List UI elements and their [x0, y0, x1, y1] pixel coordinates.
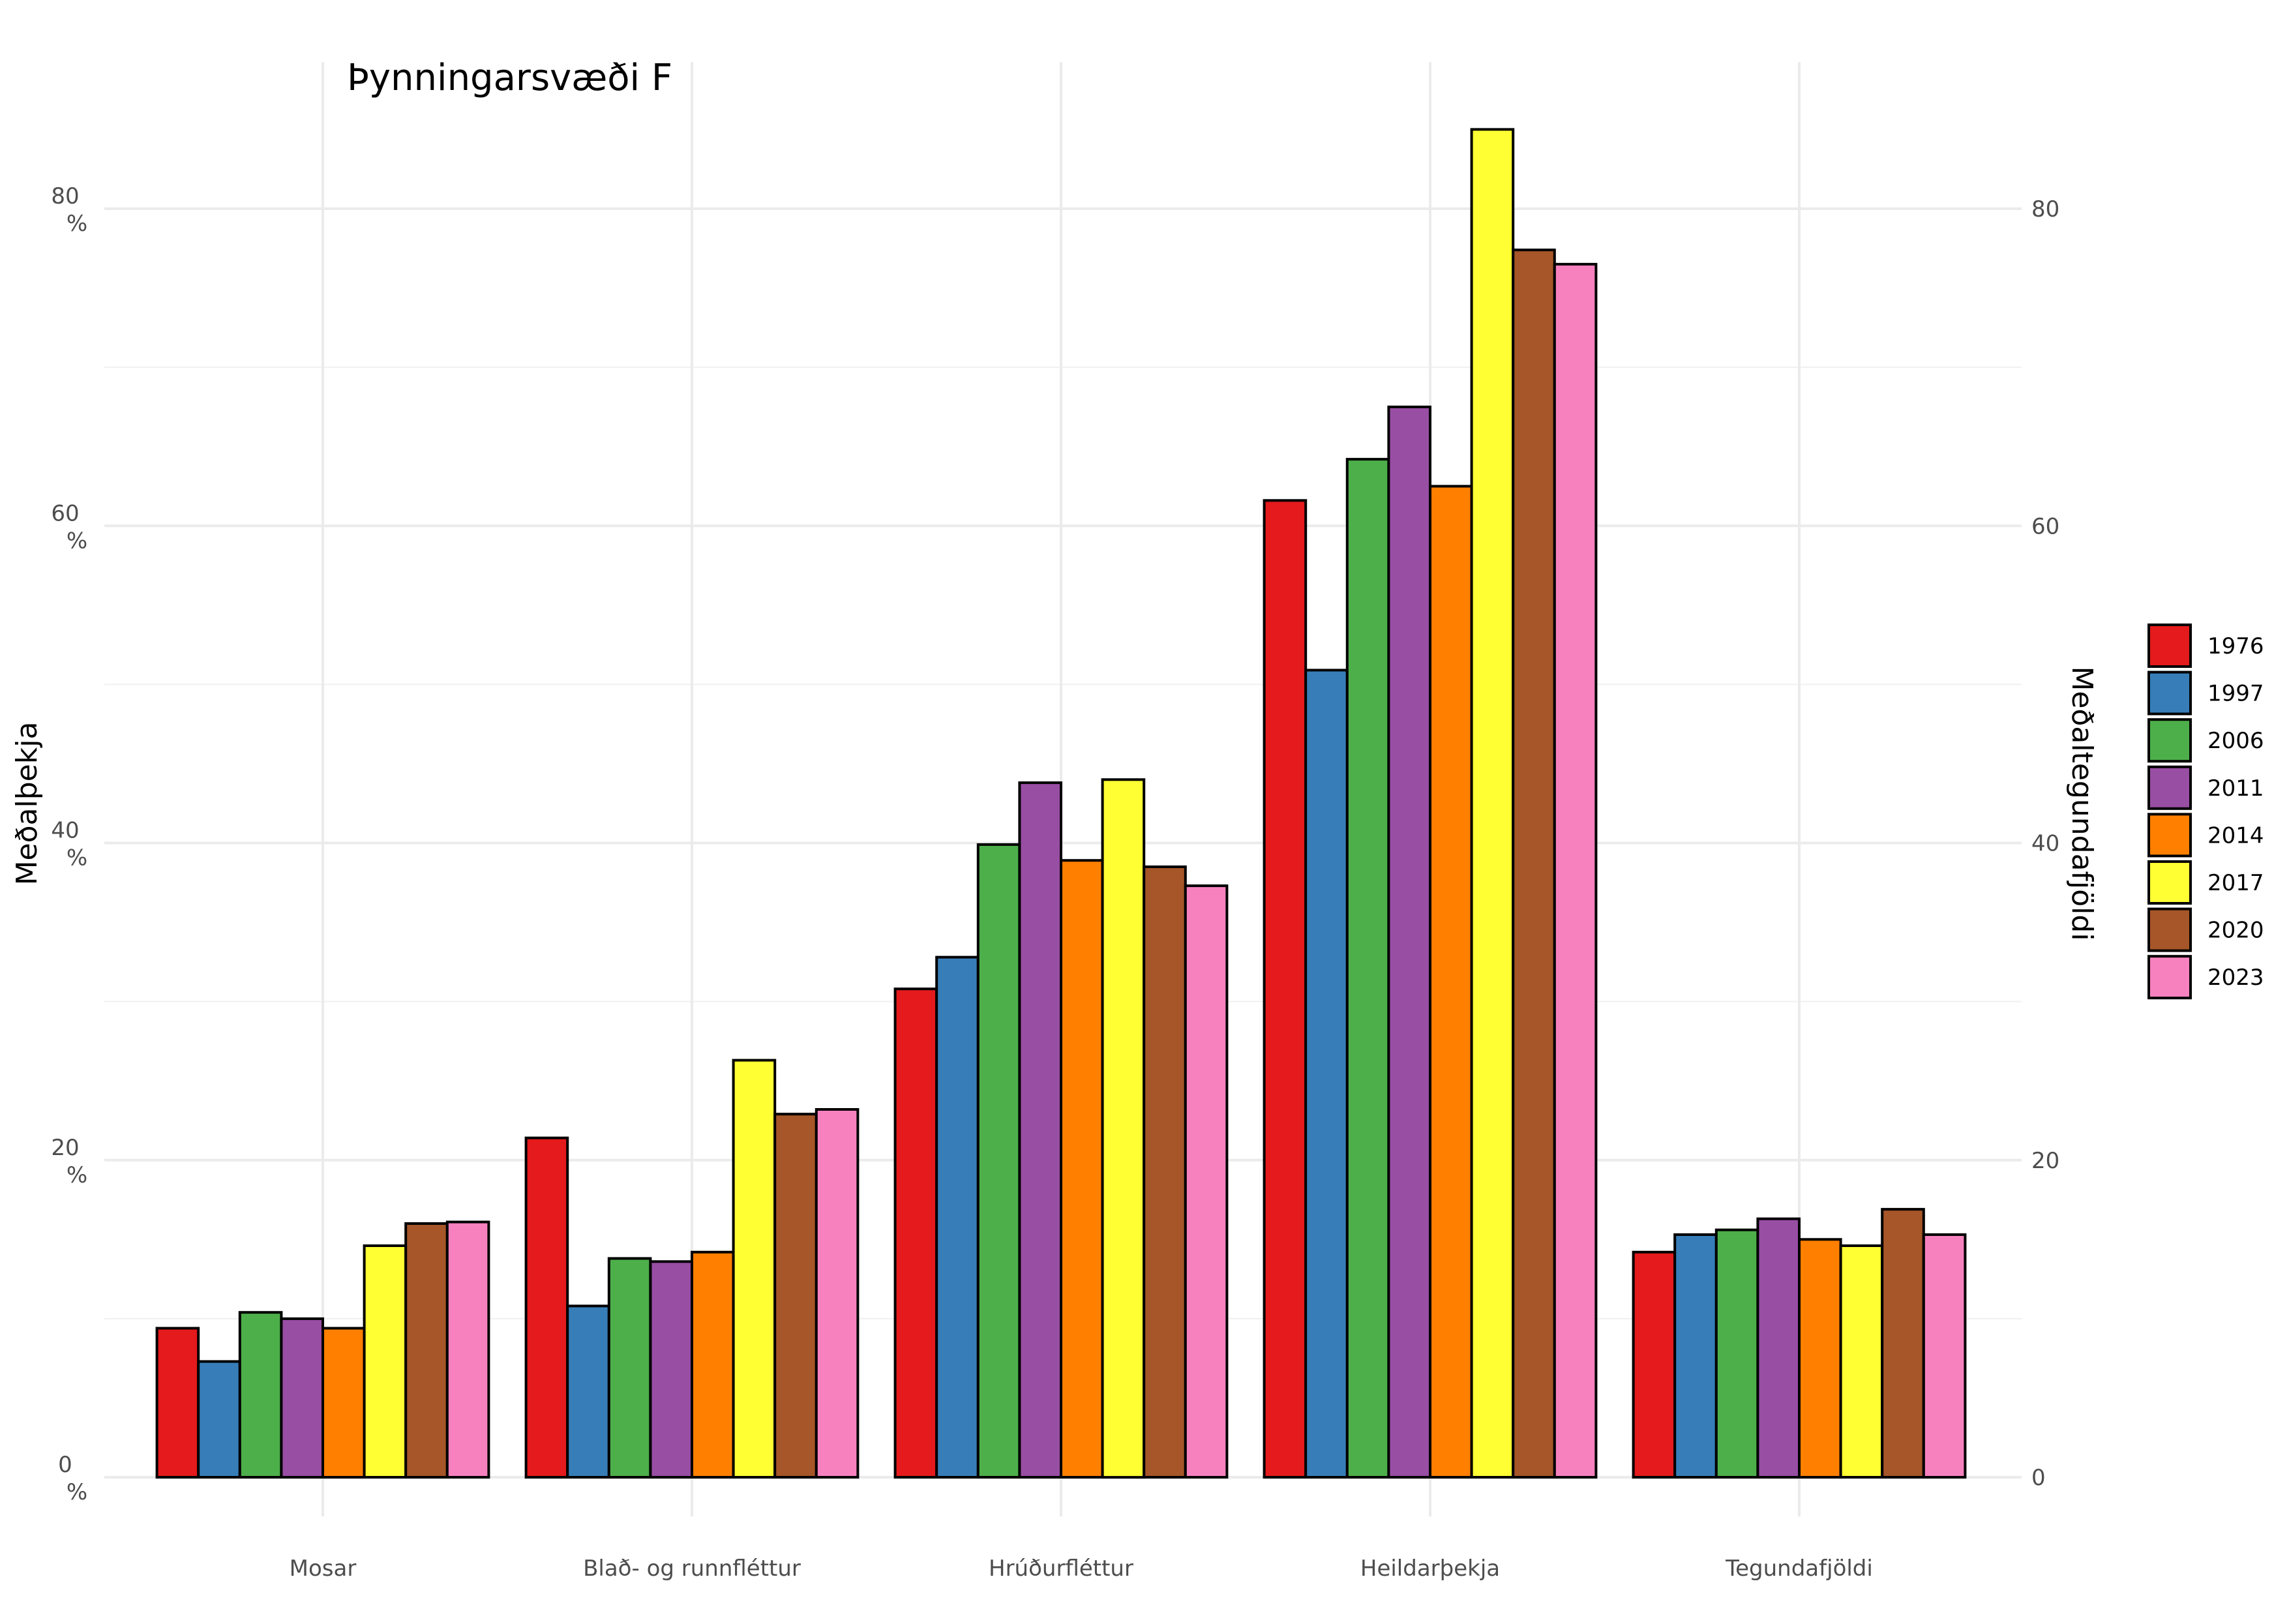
y-tick-unit-left: %	[67, 528, 87, 554]
legend-swatch-2014	[2147, 813, 2192, 858]
bar-1997-3	[1304, 669, 1349, 1479]
y-tick-unit-left: %	[67, 211, 87, 237]
legend-label-1976: 1976	[2207, 633, 2264, 659]
y-axis-title-left: Meðalþekja	[10, 722, 44, 886]
y-tick-label-right: 40	[2031, 831, 2059, 857]
legend-swatch-2011	[2147, 765, 2192, 810]
bar-2023-1	[815, 1108, 860, 1479]
legend-swatch-1997	[2147, 670, 2192, 715]
bar-2023-2	[1184, 884, 1229, 1479]
bar-1976-3	[1263, 499, 1308, 1479]
bar-2011-4	[1756, 1217, 1801, 1479]
x-tick-label: Tegundafjöldi	[1725, 1556, 1873, 1582]
bars	[155, 128, 1967, 1479]
bar-2017-1	[732, 1059, 777, 1479]
y-tick-label-left: 0	[58, 1452, 72, 1478]
y-tick-label-left: 40	[51, 818, 79, 844]
bar-1997-1	[566, 1304, 610, 1479]
bar-2006-4	[1714, 1228, 1759, 1479]
y-tick-unit-left: %	[67, 1162, 87, 1188]
legend: 1976 1997 2006 2011 2014 2017 2020 2023	[2147, 624, 2264, 1000]
bar-2023-3	[1553, 263, 1598, 1479]
bar-2014-0	[322, 1327, 366, 1479]
bar-2006-1	[607, 1257, 652, 1479]
bar-2006-0	[238, 1311, 283, 1479]
y-axis-title-right: Meðaltegundafjöldi	[2065, 666, 2099, 940]
bar-2020-3	[1512, 248, 1556, 1479]
x-tick-label: Heildarþekja	[1360, 1556, 1500, 1582]
bar-2020-0	[404, 1222, 449, 1479]
x-tick-label: Blað- og runnfléttur	[583, 1556, 801, 1582]
bar-2014-2	[1060, 859, 1104, 1479]
bar-2011-0	[280, 1317, 324, 1479]
bar-1976-2	[893, 987, 938, 1479]
bar-2006-3	[1345, 458, 1390, 1479]
bar-1997-2	[935, 955, 980, 1479]
y-tick-label-right: 0	[2031, 1465, 2046, 1491]
y-tick-unit-left: %	[67, 1479, 87, 1505]
y-tick-label-right: 20	[2031, 1148, 2059, 1174]
legend-label-2006: 2006	[2207, 728, 2264, 754]
bar-1976-4	[1632, 1250, 1677, 1479]
legend-label-2023: 2023	[2207, 965, 2264, 991]
bar-2020-1	[773, 1113, 818, 1479]
bar-2023-0	[445, 1220, 490, 1479]
bar-2014-4	[1798, 1238, 1842, 1479]
legend-swatch-2023	[2147, 955, 2192, 1000]
y-tick-label-left: 20	[51, 1135, 79, 1161]
bar-2023-4	[1922, 1233, 1967, 1479]
legend-swatch-2017	[2147, 860, 2192, 905]
y-tick-label-left: 80	[51, 183, 79, 209]
legend-swatch-2006	[2147, 718, 2192, 763]
x-tick-label: Mosar	[290, 1556, 357, 1582]
bar-1997-4	[1673, 1233, 1718, 1479]
bar-2014-1	[691, 1250, 735, 1479]
bar-2011-3	[1387, 405, 1431, 1479]
legend-label-1997: 1997	[2207, 681, 2264, 707]
bar-2017-3	[1470, 128, 1515, 1479]
legend-swatch-2020	[2147, 907, 2192, 952]
bar-2017-4	[1839, 1244, 1884, 1479]
bar-2011-2	[1018, 781, 1063, 1479]
legend-label-2017: 2017	[2207, 870, 2264, 896]
bar-1997-0	[197, 1360, 241, 1479]
legend-label-2020: 2020	[2207, 918, 2264, 944]
chart-title: Þynningarsvæði F	[347, 57, 672, 99]
x-tick-label: Hrúðurfléttur	[989, 1556, 1133, 1582]
bar-1976-0	[155, 1327, 200, 1479]
bar-2011-1	[649, 1260, 694, 1479]
y-tick-unit-left: %	[67, 845, 87, 871]
bar-2020-4	[1881, 1208, 1925, 1479]
bar-2017-0	[363, 1244, 408, 1479]
legend-label-2014: 2014	[2207, 822, 2264, 849]
legend-swatch-1976	[2147, 624, 2192, 668]
bar-2014-3	[1429, 485, 1473, 1479]
bar-2006-2	[976, 843, 1021, 1479]
bar-1976-1	[524, 1136, 569, 1479]
y-tick-label-left: 60	[51, 500, 79, 526]
legend-label-2011: 2011	[2207, 775, 2264, 802]
bar-2020-2	[1143, 865, 1187, 1479]
bar-2017-2	[1101, 778, 1146, 1479]
y-tick-label-right: 60	[2031, 513, 2059, 539]
y-tick-label-right: 80	[2031, 196, 2059, 222]
